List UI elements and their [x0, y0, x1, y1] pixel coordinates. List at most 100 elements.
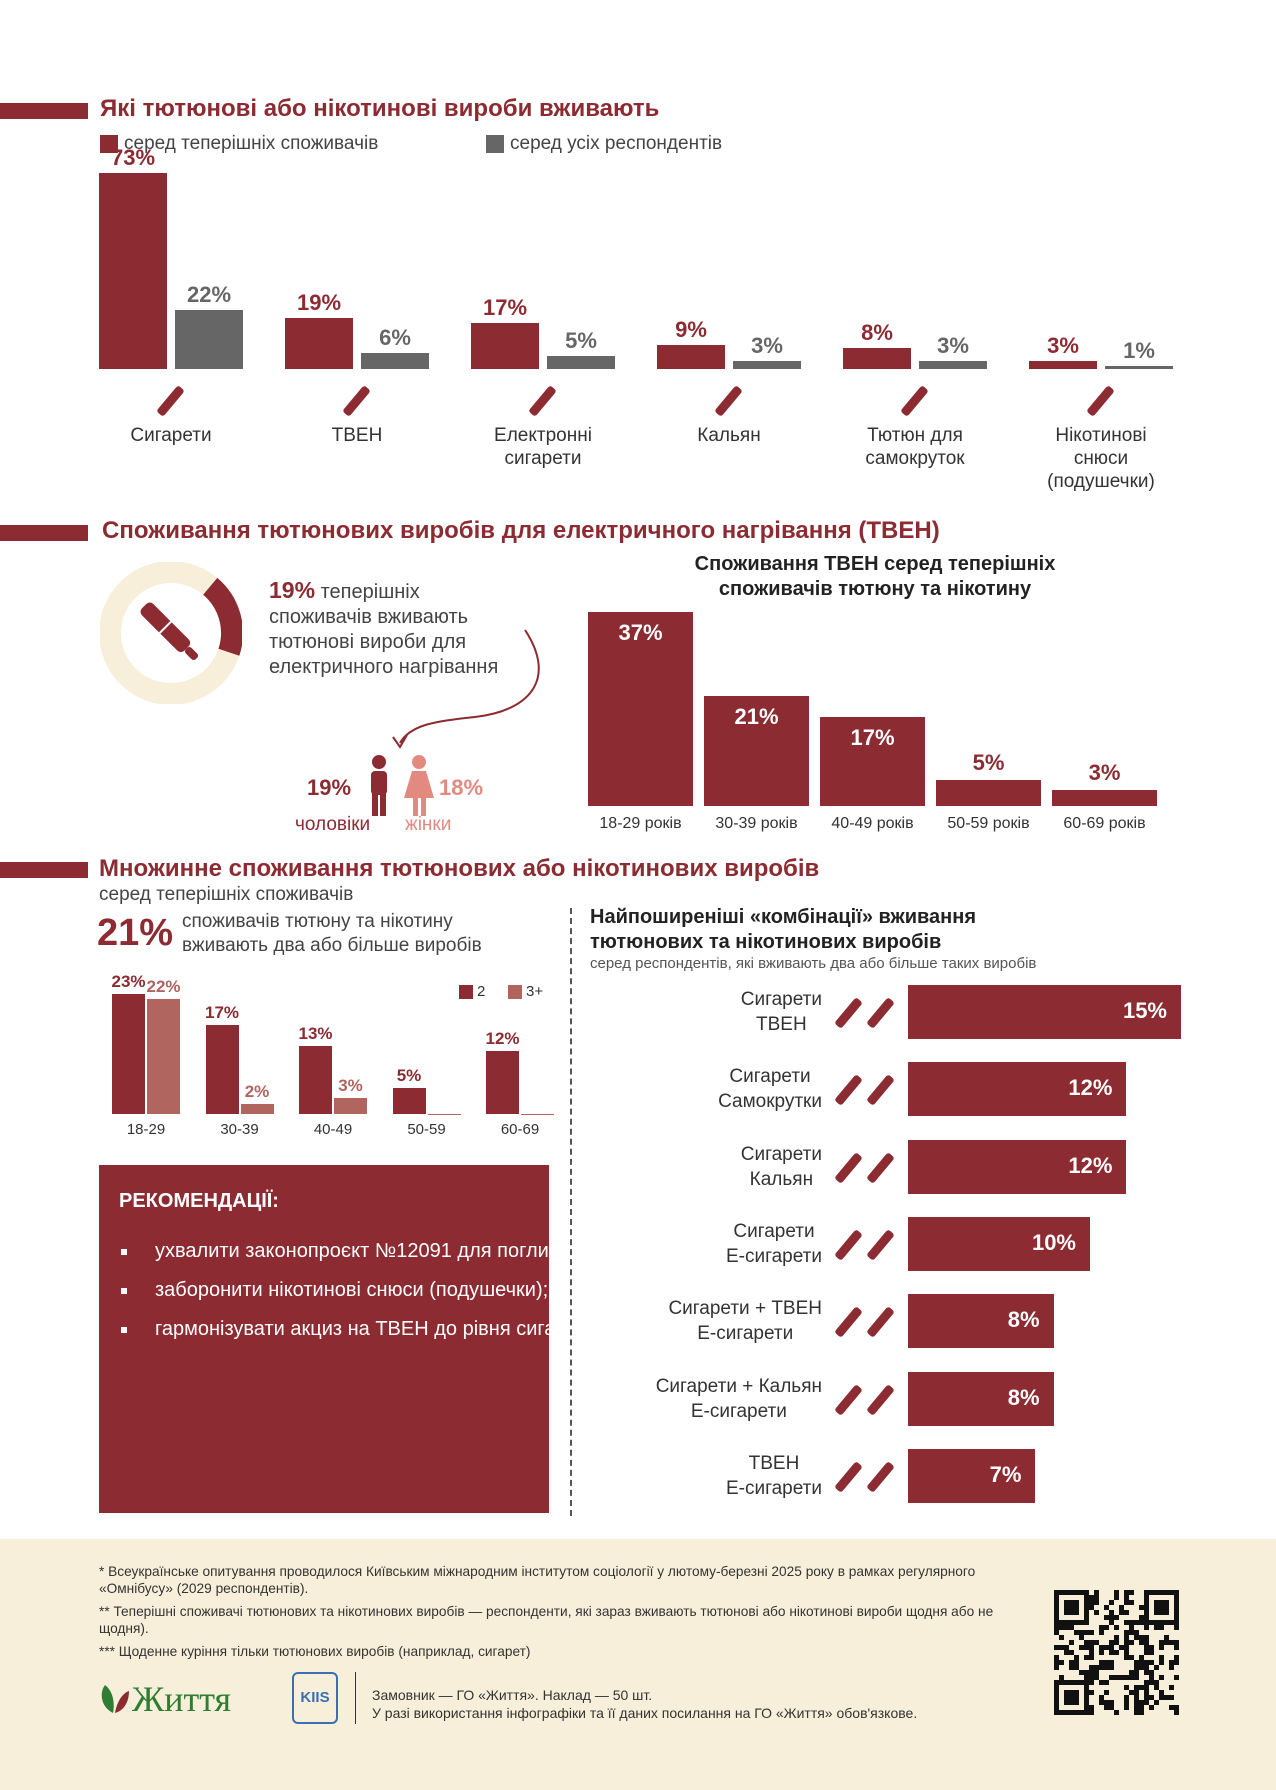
icon	[834, 1306, 863, 1339]
category-label: 60-69	[500, 1121, 540, 1138]
bar	[657, 344, 725, 369]
bar	[820, 716, 925, 806]
bullet	[121, 1327, 127, 1333]
category-label: 50-59 років	[947, 815, 1030, 832]
value-label: 8%	[1007, 1307, 1040, 1333]
icon	[866, 1306, 895, 1339]
icon	[714, 385, 743, 417]
value-label: 23%	[111, 971, 146, 991]
recommendations: РЕКОМЕНДАЦІЇ: ухвалити законопроєкт №120…	[99, 1165, 1276, 1513]
recommendation: заборонити нікотинові снюси (подушечки);	[119, 1278, 549, 1303]
bar	[1029, 360, 1097, 369]
category-label: чоловіки	[295, 814, 371, 835]
icon	[866, 1383, 895, 1416]
value-label: 2%	[244, 1081, 270, 1101]
value-label: 6%	[379, 324, 411, 350]
category-label: 40-49 років	[831, 815, 914, 832]
bar	[392, 1087, 426, 1114]
bar	[112, 993, 145, 1114]
bar	[1052, 790, 1157, 806]
value-label: 3%	[338, 1076, 363, 1096]
icon	[866, 997, 895, 1029]
category-label: 40-49	[313, 1121, 353, 1138]
icon	[900, 385, 929, 417]
category-label: Сигарети	[130, 425, 212, 446]
chart-title: Найпоширеніші «комбінації» вживання тютю…	[590, 906, 976, 953]
value-label: 17%	[850, 724, 895, 750]
section-marker	[0, 525, 88, 541]
recommendation-text: заборонити нікотинові снюси (подушечки);	[155, 1279, 549, 1301]
value-label: 5%	[972, 749, 1005, 775]
recommendations-title: РЕКОМЕНДАЦІЇ:	[119, 1190, 279, 1212]
category-label: Кальян	[697, 425, 761, 446]
footnote: *** Щоденне куріння тільки тютюнових вир…	[99, 1644, 531, 1659]
category-label: ТВЕН	[331, 425, 383, 446]
bar	[147, 999, 180, 1114]
recommendation: гармонізувати акциз на ТВЕН до рівня сиг…	[119, 1317, 590, 1342]
icon	[834, 997, 863, 1029]
value-label: 7%	[989, 1461, 1022, 1487]
icon	[834, 1074, 863, 1107]
bar	[908, 1371, 1054, 1426]
bar	[733, 360, 801, 369]
legend-label: 2	[477, 983, 486, 1000]
gender-icons	[371, 755, 434, 816]
value-label: 3%	[1047, 332, 1079, 358]
bar	[99, 173, 167, 369]
bar	[285, 318, 353, 369]
donut-value-label: 19%	[269, 577, 316, 603]
value-label: 10%	[1031, 1229, 1076, 1255]
man-icon	[371, 755, 387, 816]
caption-text: теперішніх споживачів вживають тютюнові …	[269, 581, 499, 678]
icon	[834, 1151, 863, 1184]
category-label: Сигарети Самокрутки	[718, 1066, 822, 1113]
legend-swatch	[459, 985, 473, 999]
bar	[919, 360, 987, 369]
logo-leaf	[101, 1685, 129, 1713]
bar	[521, 1114, 554, 1115]
divider	[570, 908, 572, 1516]
icon	[156, 385, 185, 417]
value-label: 22%	[146, 977, 181, 997]
category-label: 50-59	[407, 1121, 446, 1138]
imprint: У разі використання інфографіки та її да…	[372, 1705, 918, 1721]
category-label: Сигарети Кальян	[740, 1143, 822, 1190]
value-label: 15%	[1122, 998, 1167, 1023]
value-label: 19%	[296, 290, 342, 316]
category-label: Сигарети + ТВЕН Е-сигарети	[668, 1298, 822, 1345]
footnote: ** Теперішні споживачі тютюнових та ніко…	[99, 1604, 994, 1636]
bar	[936, 779, 1041, 806]
legend-label: 3+	[526, 983, 544, 1000]
section-title: Споживання тютюнових виробів для електри…	[102, 517, 940, 544]
section-title: Які тютюнові або нікотинові вироби вжива…	[100, 95, 660, 122]
category-label: 18-29 років	[599, 815, 682, 832]
value-label: 18%	[439, 775, 484, 800]
bar	[486, 1051, 519, 1114]
section-marker	[0, 103, 88, 119]
heated-tobacco-icon	[140, 602, 199, 661]
bar	[908, 1294, 1054, 1349]
bar	[205, 1025, 239, 1114]
bar	[908, 1448, 1036, 1503]
category-label: Тютюн для самокруток	[865, 425, 965, 469]
bar	[843, 347, 911, 369]
logo: Життя	[132, 1679, 232, 1719]
value-label: 13%	[298, 1024, 333, 1044]
recommendation-text: гармонізувати акциз на ТВЕН до рівня сиг…	[155, 1318, 590, 1340]
footnote: * Всеукраїнське опитування проводилося К…	[99, 1564, 976, 1596]
qr-code	[1054, 1590, 1179, 1715]
legend-swatch	[486, 135, 504, 153]
value-label: 73%	[110, 145, 156, 171]
arrow	[392, 629, 540, 749]
donut-caption: 19% теперішніх споживачів вживають тютюн…	[269, 578, 524, 680]
value-label: 17%	[482, 295, 528, 321]
recommendation: ухвалити законопроєкт №12091 для поглибл…	[119, 1239, 1276, 1264]
value-label: 5%	[565, 327, 597, 353]
category-label: жінки	[405, 814, 452, 835]
qr-modules	[1054, 1590, 1179, 1715]
value-label: 9%	[675, 316, 707, 342]
section-title: Множинне споживання тютюнових або нікоти…	[99, 855, 820, 882]
icon	[1086, 385, 1115, 417]
bar	[908, 1216, 1090, 1271]
